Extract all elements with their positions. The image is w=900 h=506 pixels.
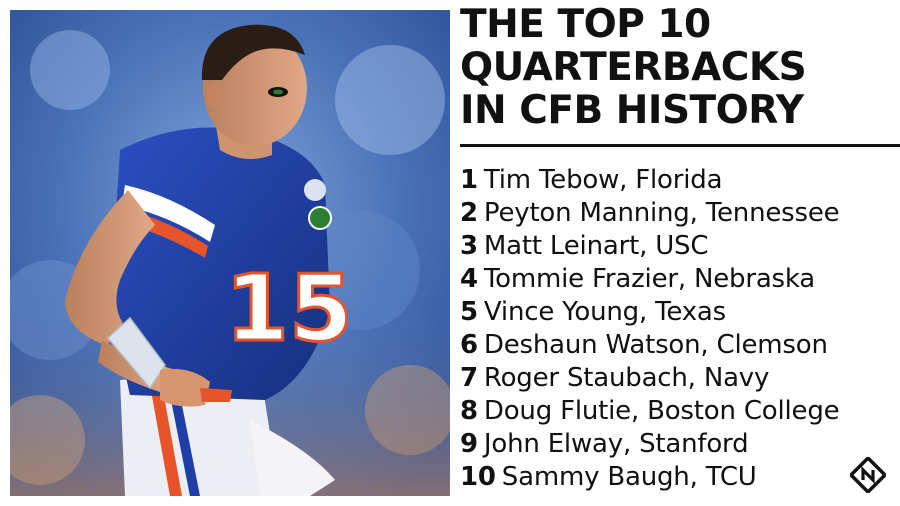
rank-number: 10 bbox=[460, 462, 496, 492]
title-divider bbox=[460, 144, 900, 147]
ranking-item: 5 Vince Young, Texas bbox=[460, 296, 900, 329]
ranking-item: 3 Matt Leinart, USC bbox=[460, 230, 900, 263]
infographic-title: THE TOP 10 QUARTERBACKS IN CFB HISTORY bbox=[460, 3, 890, 132]
ranking-item: 9 John Elway, Stanford bbox=[460, 428, 900, 461]
player-photo: 15 bbox=[10, 10, 450, 496]
ranking-item: 4 Tommie Frazier, Nebraska bbox=[460, 263, 900, 296]
ranking-item: 1 Tim Tebow, Florida bbox=[460, 164, 900, 197]
player-entry: Deshaun Watson, Clemson bbox=[483, 330, 828, 360]
player-entry: Vince Young, Texas bbox=[483, 297, 726, 327]
rank-number: 4 bbox=[460, 264, 478, 294]
player-entry: John Elway, Stanford bbox=[483, 429, 749, 459]
rank-number: 8 bbox=[460, 396, 478, 426]
player-entry: Peyton Manning, Tennessee bbox=[483, 198, 840, 228]
rank-number: 1 bbox=[460, 165, 478, 195]
player-entry: Sammy Baugh, TCU bbox=[501, 462, 757, 492]
sporting-news-logo-icon bbox=[848, 455, 888, 495]
ranking-item: 8 Doug Flutie, Boston College bbox=[460, 395, 900, 428]
rankings-list: 1 Tim Tebow, Florida 2 Peyton Manning, Ten… bbox=[460, 164, 900, 494]
rank-number: 5 bbox=[460, 297, 478, 327]
rank-number: 3 bbox=[460, 231, 478, 261]
player-entry: Tommie Frazier, Nebraska bbox=[483, 264, 816, 294]
rank-number: 7 bbox=[460, 363, 478, 393]
ranking-item: 2 Peyton Manning, Tennessee bbox=[460, 197, 900, 230]
rank-number: 9 bbox=[460, 429, 478, 459]
title-line-2: QUARTERBACKS bbox=[460, 45, 807, 90]
player-entry: Doug Flutie, Boston College bbox=[483, 396, 840, 426]
ranking-item: 10 Sammy Baugh, TCU bbox=[460, 461, 900, 494]
player-entry: Matt Leinart, USC bbox=[483, 231, 709, 261]
title-line-3: IN CFB HISTORY bbox=[460, 88, 804, 133]
player-entry: Roger Staubach, Navy bbox=[483, 363, 770, 393]
rank-number: 6 bbox=[460, 330, 478, 360]
title-line-1: THE TOP 10 bbox=[460, 2, 711, 47]
jersey-number: 15 bbox=[225, 255, 353, 362]
ranking-item: 6 Deshaun Watson, Clemson bbox=[460, 329, 900, 362]
player-entry: Tim Tebow, Florida bbox=[483, 165, 723, 195]
rank-number: 2 bbox=[460, 198, 478, 228]
ranking-item: 7 Roger Staubach, Navy bbox=[460, 362, 900, 395]
